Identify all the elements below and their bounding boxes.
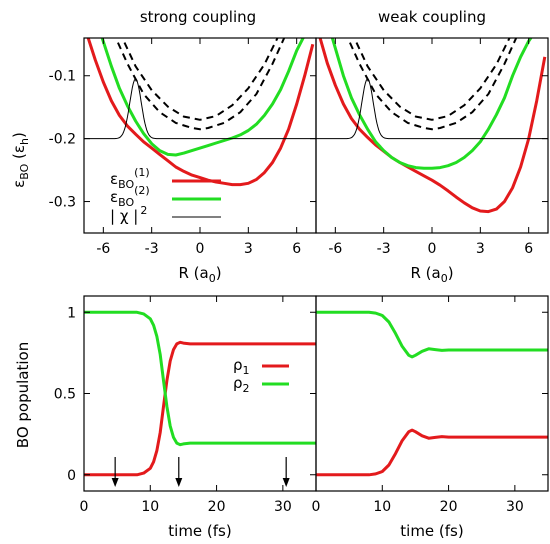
- series-line-0: [84, 342, 316, 475]
- y-axis-label-bottom-left: BO population: [14, 342, 32, 448]
- x-tick-label: 3: [476, 241, 485, 257]
- x-tick-label: 6: [524, 241, 533, 257]
- time-arrow-head: [112, 478, 119, 487]
- panel-top-left: -6 -3 0 3 6 -0.3 -0.2 -0.1: [49, 19, 316, 257]
- y-tick-label: 1: [67, 305, 76, 321]
- x-tick-label: -3: [377, 241, 391, 257]
- x-tick-label: 20: [208, 499, 226, 515]
- x-tick-label: 0: [196, 241, 205, 257]
- y-tick-label: -0.1: [49, 69, 76, 85]
- legend-label-rho2: ρ2: [233, 374, 250, 395]
- legend-top-left: εBO(1) εBO(2) | χ | 2: [110, 166, 221, 225]
- series-line-dashed-2: [351, 32, 512, 120]
- plot-frame: [316, 296, 548, 491]
- x-tick-label: 0: [428, 241, 437, 257]
- series-line-1: [331, 32, 536, 169]
- y-tick-label: -0.3: [49, 195, 76, 211]
- legend-bottom-left: ρ1 ρ2: [233, 356, 289, 395]
- x-axis-label-bottom-left: time (fs): [168, 522, 231, 540]
- plot-frame: [316, 38, 548, 233]
- series-line-1: [316, 312, 548, 357]
- time-arrow-head: [175, 478, 182, 487]
- x-tick-label: 0: [312, 499, 321, 515]
- series-line-0: [316, 430, 548, 475]
- y-axis-label-top-left: εBO (εh): [10, 132, 31, 188]
- title-strong-coupling: strong coupling: [140, 8, 256, 26]
- x-tick-label: 30: [274, 499, 292, 515]
- title-weak-coupling: weak coupling: [378, 8, 486, 26]
- x-tick-label: -6: [328, 241, 342, 257]
- series-line-0: [87, 35, 313, 185]
- panel-top-right: -6 -3 0 3 6: [316, 32, 548, 257]
- x-tick-label: 20: [440, 499, 458, 515]
- plot-frame: [84, 296, 316, 491]
- x-axis-label-bottom-right: time (fs): [400, 522, 463, 540]
- series-line-dashed-3: [345, 32, 519, 130]
- x-tick-label: 10: [373, 499, 391, 515]
- x-tick-label: 0: [80, 499, 89, 515]
- x-tick-label: 6: [292, 241, 301, 257]
- time-arrow-head: [283, 478, 290, 487]
- x-tick-label: -6: [96, 241, 110, 257]
- x-tick-label: 10: [141, 499, 159, 515]
- series-line-dashed-3: [113, 32, 287, 130]
- x-tick-label: 30: [506, 499, 524, 515]
- x-axis-label-top-left: R (a0): [178, 264, 221, 285]
- x-tick-label: 3: [244, 241, 253, 257]
- y-tick-label: 0: [67, 468, 76, 484]
- x-tick-label: -3: [145, 241, 159, 257]
- legend-label-chi2: | χ | 2: [110, 204, 147, 225]
- series-line-1: [84, 312, 316, 444]
- panel-bottom-left: 0 10 20 30 0 0.5 1: [54, 296, 316, 515]
- y-tick-label: 0.5: [54, 387, 76, 403]
- series-line-dashed-2: [119, 32, 280, 120]
- series-line-0: [319, 35, 545, 212]
- panel-bottom-right: 0 10 20 30: [312, 296, 548, 515]
- y-tick-label: -0.2: [49, 132, 76, 148]
- x-axis-label-top-right: R (a0): [410, 264, 453, 285]
